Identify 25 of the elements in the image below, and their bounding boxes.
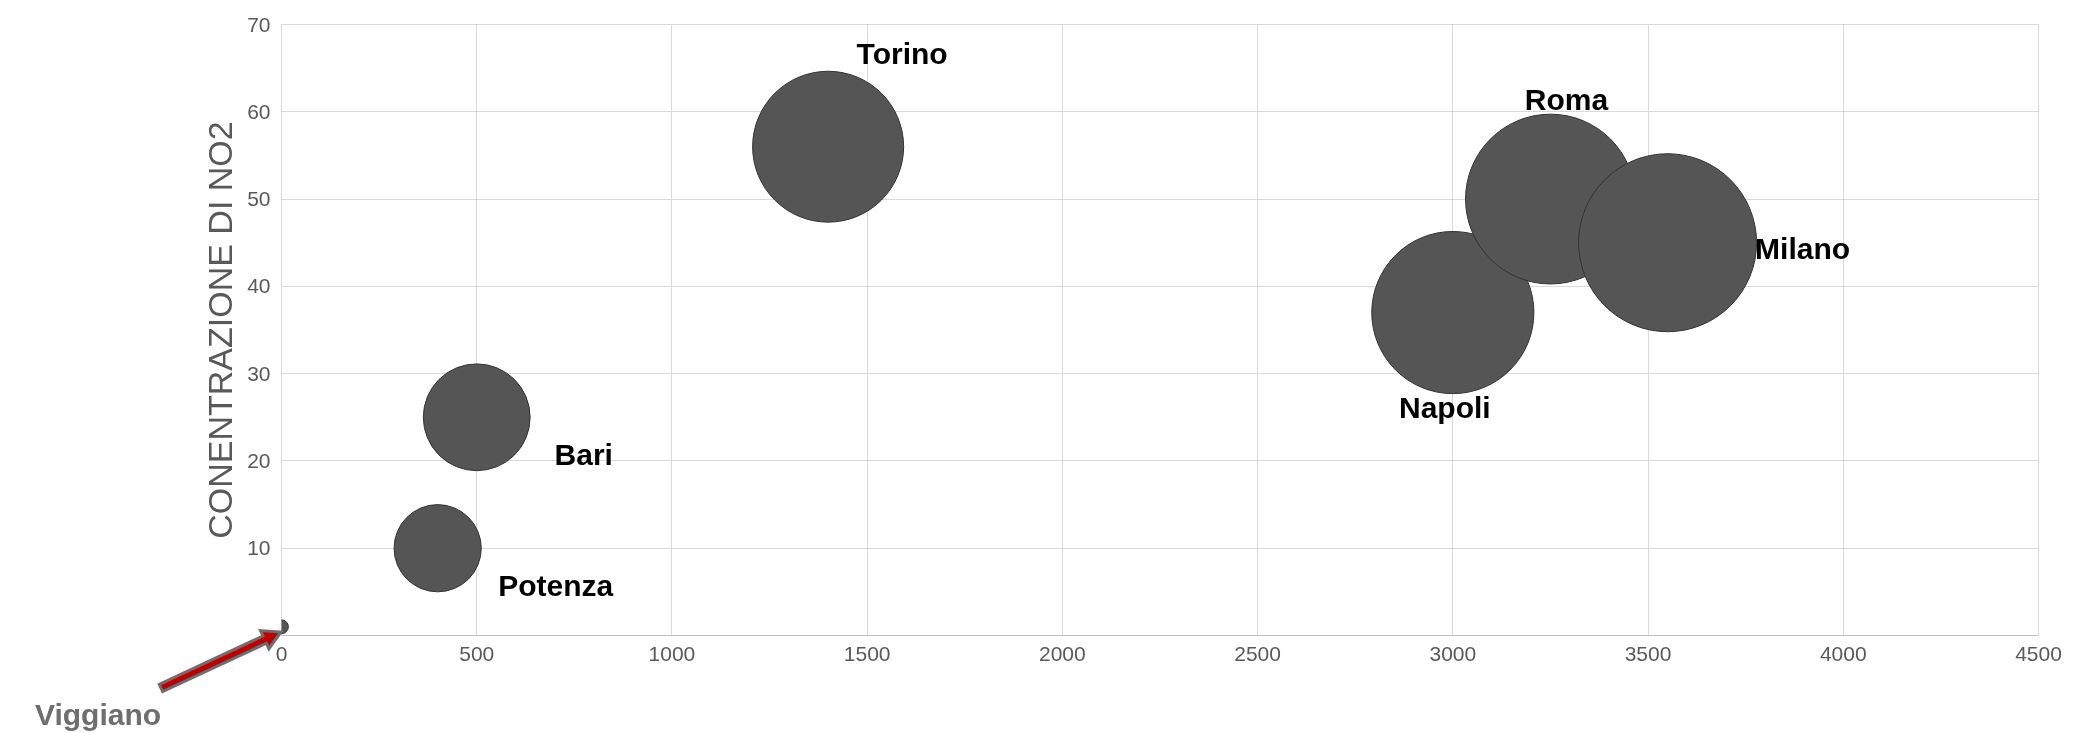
x-tick-label: 3500 (1624, 641, 1672, 665)
y-tick-label: 40 (247, 274, 271, 298)
text: Viggiano (34, 697, 162, 731)
x-tick-label: 4000 (1819, 641, 1867, 665)
y-tick-label: 20 (247, 448, 271, 472)
annotation: Napoli (1399, 391, 1491, 425)
y-tick-label: 60 (247, 99, 271, 123)
y-tick-label: 30 (247, 361, 271, 385)
annotation: Potenza (498, 568, 614, 602)
y-tick-label: 70 (247, 12, 271, 36)
x-tick-label: 2500 (1234, 641, 1281, 665)
annotation: Roma (1524, 82, 1609, 116)
x-tick-label: 4500 (2015, 641, 2062, 665)
x-tick-label: 1500 (843, 641, 891, 665)
y-axis-title: CONENTRAZIONE DI NO2 (201, 121, 240, 539)
x-tick-label: 3000 (1429, 641, 1477, 665)
annotation: Milano (1755, 232, 1851, 266)
x-tick-label: 2000 (1039, 641, 1086, 665)
y-tick-label: 10 (247, 536, 271, 560)
x-tick-label: 500 (459, 641, 495, 665)
y-tick-label: 50 (247, 187, 271, 211)
x-tick-label: 1000 (648, 641, 696, 665)
annotation: Bari (554, 437, 613, 471)
annotation: Torino (856, 37, 948, 71)
x-tick-label: 0 (275, 641, 288, 665)
